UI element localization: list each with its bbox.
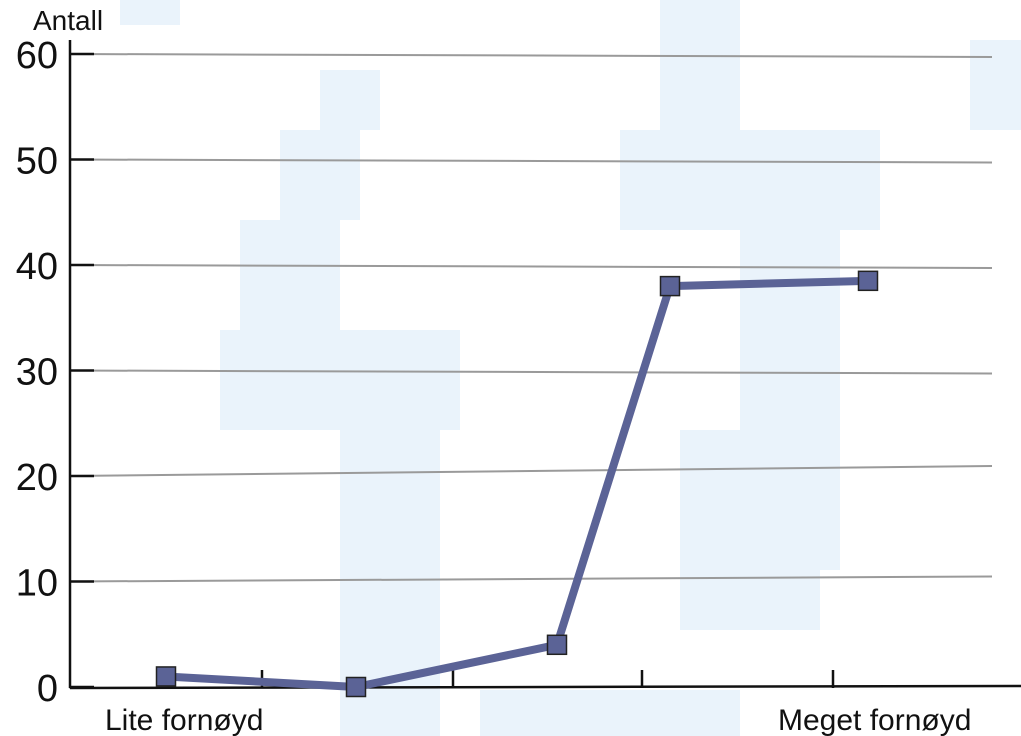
y-tick-label: 20 [16,457,58,499]
gridline [69,264,993,269]
data-point-marker [546,634,568,656]
y-tick-label: 50 [16,141,58,183]
data-point-marker [155,666,177,687]
y-tick-label: 10 [16,563,58,605]
y-tick-labels: 0 10 20 30 40 50 60 [16,35,58,710]
gridline [69,575,993,583]
data-point-marker [857,270,879,292]
y-tick-label: 60 [16,35,58,77]
y-tick-label: 40 [16,246,58,288]
x-label-right: Meget fornøyd [778,704,971,736]
gridline [69,369,993,375]
axes [68,40,1021,690]
gridlines [69,52,993,689]
background-watermark [120,0,1021,736]
x-axis-line [69,684,1021,690]
series-group [155,270,879,698]
gridline [69,158,993,164]
y-tick-label: 0 [37,668,58,710]
gridline [69,53,993,58]
y-axis-title: Antall [33,5,103,36]
data-point-marker [345,676,367,698]
y-tick-label: 30 [16,352,58,394]
x-label-left: Lite fornøyd [105,704,263,736]
data-point-marker [659,275,681,297]
gridline [69,465,993,477]
